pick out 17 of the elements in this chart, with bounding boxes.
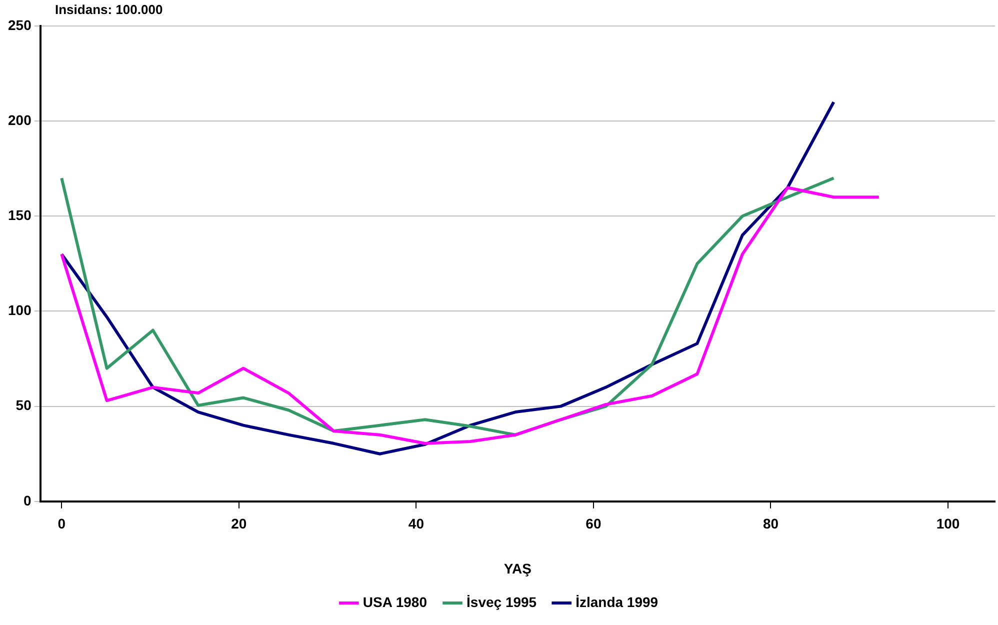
- legend-label: USA 1980: [362, 594, 428, 610]
- legend-label: İzlanda 1999: [576, 594, 658, 610]
- y-tick-label: 0: [24, 492, 32, 508]
- x-tick-label: 20: [231, 516, 247, 532]
- x-tick-label: 60: [586, 516, 602, 532]
- y-tick-label: 250: [8, 16, 32, 33]
- x-tick-label: 80: [762, 516, 779, 532]
- x-tick-label: 0: [58, 516, 66, 532]
- x-axis-title: YAŞ: [504, 560, 532, 576]
- y-tick-label: 100: [8, 302, 32, 318]
- y-axis-title: Insidans: 100.000: [55, 2, 163, 17]
- legend-label: İsveç 1995: [466, 594, 537, 610]
- x-tick-label: 100: [936, 516, 960, 532]
- y-tick-label: 200: [8, 112, 32, 128]
- x-tick-label: 40: [408, 516, 424, 532]
- y-tick-label: 150: [8, 207, 32, 224]
- y-tick-label: 50: [16, 397, 32, 414]
